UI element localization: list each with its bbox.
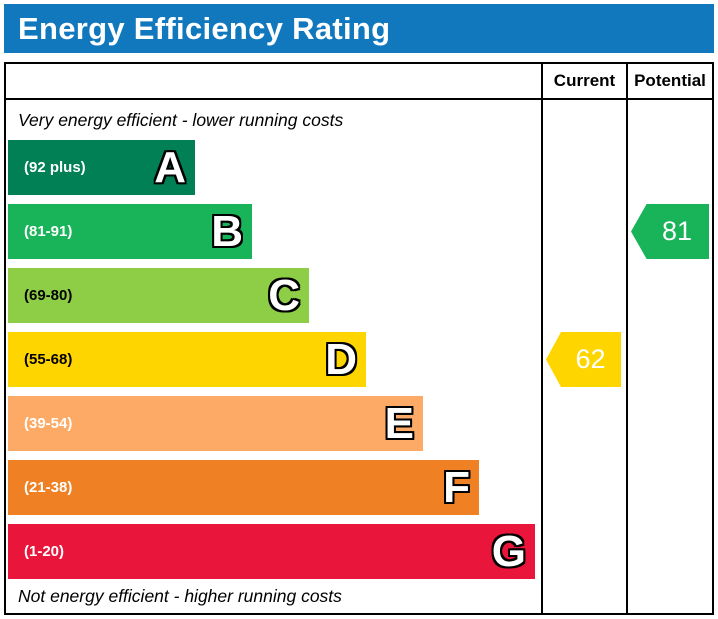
band-b-letter: B [211,206,243,256]
title-bar: Energy Efficiency Rating [4,4,714,53]
current-rating-value: 62 [575,344,606,374]
rating-bands: (92 plus) A (81-91) B (69-80) C (55-68) … [6,140,541,579]
potential-rating-value: 81 [661,216,693,246]
header-spacer [6,64,541,98]
current-column-header: Current [541,64,626,98]
energy-efficiency-chart: Current Potential Very energy efficient … [4,62,714,615]
potential-rating-arrow: 81 [631,204,709,259]
band-f-range-label: (21-38) [24,479,73,496]
band-e: (39-54) E [8,396,423,451]
chart-header-row: Current Potential [6,64,712,100]
band-d: (55-68) D [8,332,366,387]
band-d-range-label: (55-68) [24,351,73,368]
band-e-letter: E [384,398,414,448]
band-c-letter: C [268,270,300,320]
bottom-note: Not energy efficient - higher running co… [18,585,342,606]
band-e-range-label: (39-54) [24,415,73,432]
band-a-letter: A [154,142,186,192]
band-g-letter: G [491,526,526,576]
current-rating-arrow: 62 [546,332,621,387]
band-a-range-label: (92 plus) [24,159,86,176]
bands-column: Very energy efficient - lower running co… [6,100,541,613]
band-g: (1-20) G [8,524,535,579]
band-c-range-label: (69-80) [24,287,73,304]
band-f: (21-38) F [8,460,479,515]
current-rating-column: 62 [541,100,626,613]
band-b-range-label: (81-91) [24,223,73,240]
potential-rating-column: 81 [626,100,712,613]
band-c: (69-80) C [8,268,309,323]
potential-column-header: Potential [626,64,712,98]
band-a: (92 plus) A [8,140,195,195]
page-title: Energy Efficiency Rating [18,10,391,46]
band-b: (81-91) B [8,204,252,259]
band-d-letter: D [325,334,357,384]
chart-body: Very energy efficient - lower running co… [6,100,712,613]
top-note: Very energy efficient - lower running co… [18,109,344,130]
band-f-letter: F [443,462,470,512]
band-g-range-label: (1-20) [24,543,65,560]
